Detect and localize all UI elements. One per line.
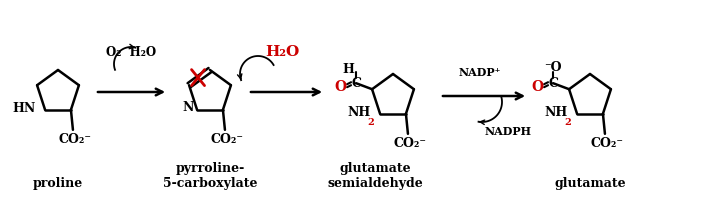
Text: H₂O: H₂O [265, 45, 299, 59]
Text: HN: HN [13, 102, 36, 115]
Text: O: O [531, 80, 543, 94]
Text: C: C [351, 77, 361, 90]
Text: 2: 2 [564, 118, 572, 127]
Text: ⁻O: ⁻O [544, 61, 562, 74]
Text: NH: NH [545, 106, 568, 119]
Text: H: H [342, 63, 354, 76]
Text: CO₂⁻: CO₂⁻ [210, 133, 243, 146]
Text: proline: proline [33, 177, 83, 190]
Text: O₂  H₂O: O₂ H₂O [106, 45, 156, 59]
Text: NH: NH [348, 106, 371, 119]
Text: glutamate
semialdehyde: glutamate semialdehyde [327, 162, 423, 190]
Text: N: N [183, 101, 194, 114]
Text: 2: 2 [368, 118, 374, 127]
Text: O: O [334, 80, 346, 94]
Text: glutamate: glutamate [554, 177, 626, 190]
Text: NADP⁺: NADP⁺ [459, 67, 501, 78]
Text: CO₂⁻: CO₂⁻ [393, 137, 426, 150]
Text: CO₂⁻: CO₂⁻ [58, 133, 91, 146]
Text: C: C [548, 77, 558, 90]
Text: CO₂⁻: CO₂⁻ [590, 137, 624, 150]
Text: NADPH: NADPH [485, 126, 531, 137]
Text: pyrroline-
5-carboxylate: pyrroline- 5-carboxylate [163, 162, 257, 190]
